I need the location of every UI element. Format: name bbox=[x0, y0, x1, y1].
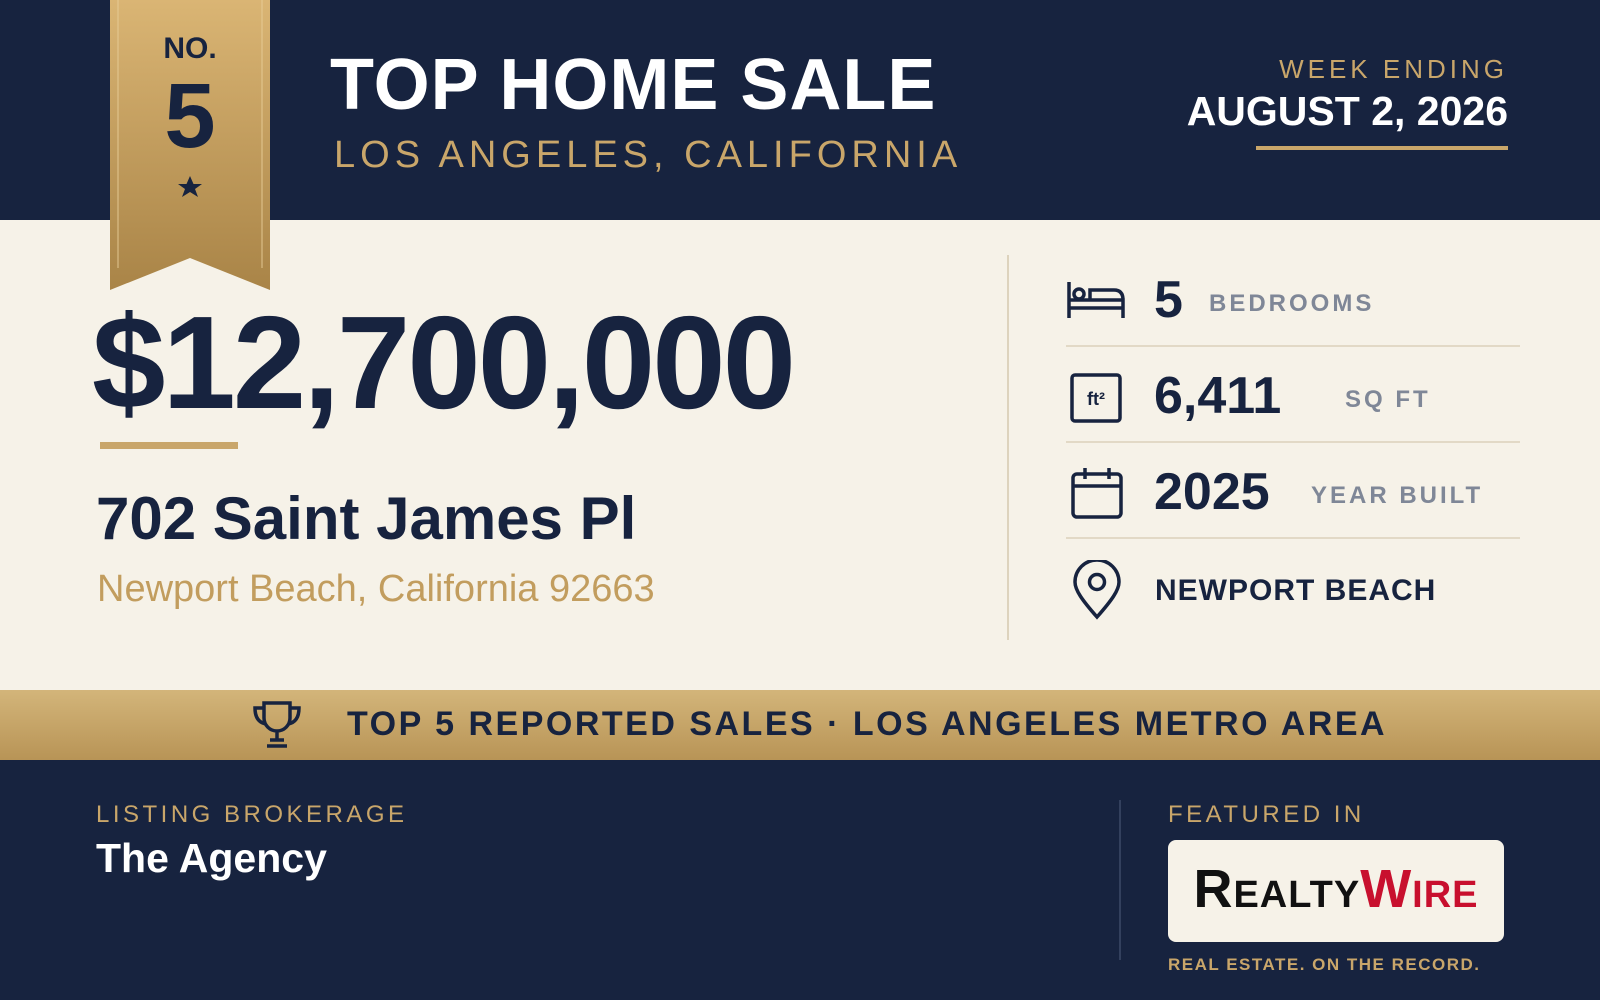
brokerage: The Agency bbox=[96, 835, 327, 881]
tagline: REAL ESTATE. ON THE RECORD. bbox=[1168, 955, 1481, 974]
row-separator bbox=[1066, 537, 1520, 539]
title: TOP HOME SALE bbox=[330, 45, 937, 125]
divider bbox=[1007, 255, 1009, 640]
ribbon-number: 5 bbox=[164, 65, 216, 167]
stat-value: 6,411 bbox=[1154, 367, 1282, 425]
calendar-icon bbox=[1071, 468, 1123, 519]
row-separator bbox=[1066, 345, 1520, 347]
week-date: AUGUST 2, 2026 bbox=[1186, 88, 1508, 134]
row-separator bbox=[1066, 441, 1520, 443]
street: 702 Saint James Pl bbox=[96, 485, 637, 552]
subtitle: LOS ANGELES, CALIFORNIA bbox=[334, 134, 963, 176]
brokerage-label: LISTING BROKERAGE bbox=[96, 801, 408, 828]
bed-icon bbox=[1067, 282, 1125, 318]
featured-label: FEATURED IN bbox=[1168, 801, 1365, 828]
stat-label: YEAR BUILT bbox=[1311, 482, 1484, 509]
stat-label: BEDROOMS bbox=[1209, 290, 1375, 317]
trophy-icon bbox=[253, 701, 301, 748]
logo: RealtyWire bbox=[1168, 862, 1504, 916]
logo-second: Wire bbox=[1360, 859, 1479, 919]
ribbon-label: NO. bbox=[163, 32, 217, 65]
banner-text: TOP 5 REPORTED SALES · LOS ANGELES METRO… bbox=[347, 705, 1388, 743]
main-panel bbox=[0, 220, 1600, 690]
stat-label: SQ FT bbox=[1345, 386, 1431, 413]
ribbon bbox=[110, 0, 270, 290]
price: $12,700,000 bbox=[92, 289, 796, 436]
price-underline bbox=[100, 442, 238, 449]
city: Newport Beach, California 92663 bbox=[97, 568, 655, 610]
stat-value: 5 bbox=[1154, 271, 1183, 329]
svg-text:ft²: ft² bbox=[1087, 389, 1105, 409]
footer-divider bbox=[1119, 800, 1121, 960]
logo-first: Realty bbox=[1193, 859, 1361, 919]
date-underline bbox=[1256, 146, 1508, 150]
logo-box bbox=[1168, 840, 1504, 942]
stat-value: 2025 bbox=[1154, 463, 1270, 521]
pin-icon bbox=[1073, 560, 1121, 620]
week-label: WEEK ENDING bbox=[1279, 54, 1508, 84]
stat-value: NEWPORT BEACH bbox=[1155, 574, 1437, 607]
sqft-icon: ft² bbox=[1070, 373, 1122, 423]
